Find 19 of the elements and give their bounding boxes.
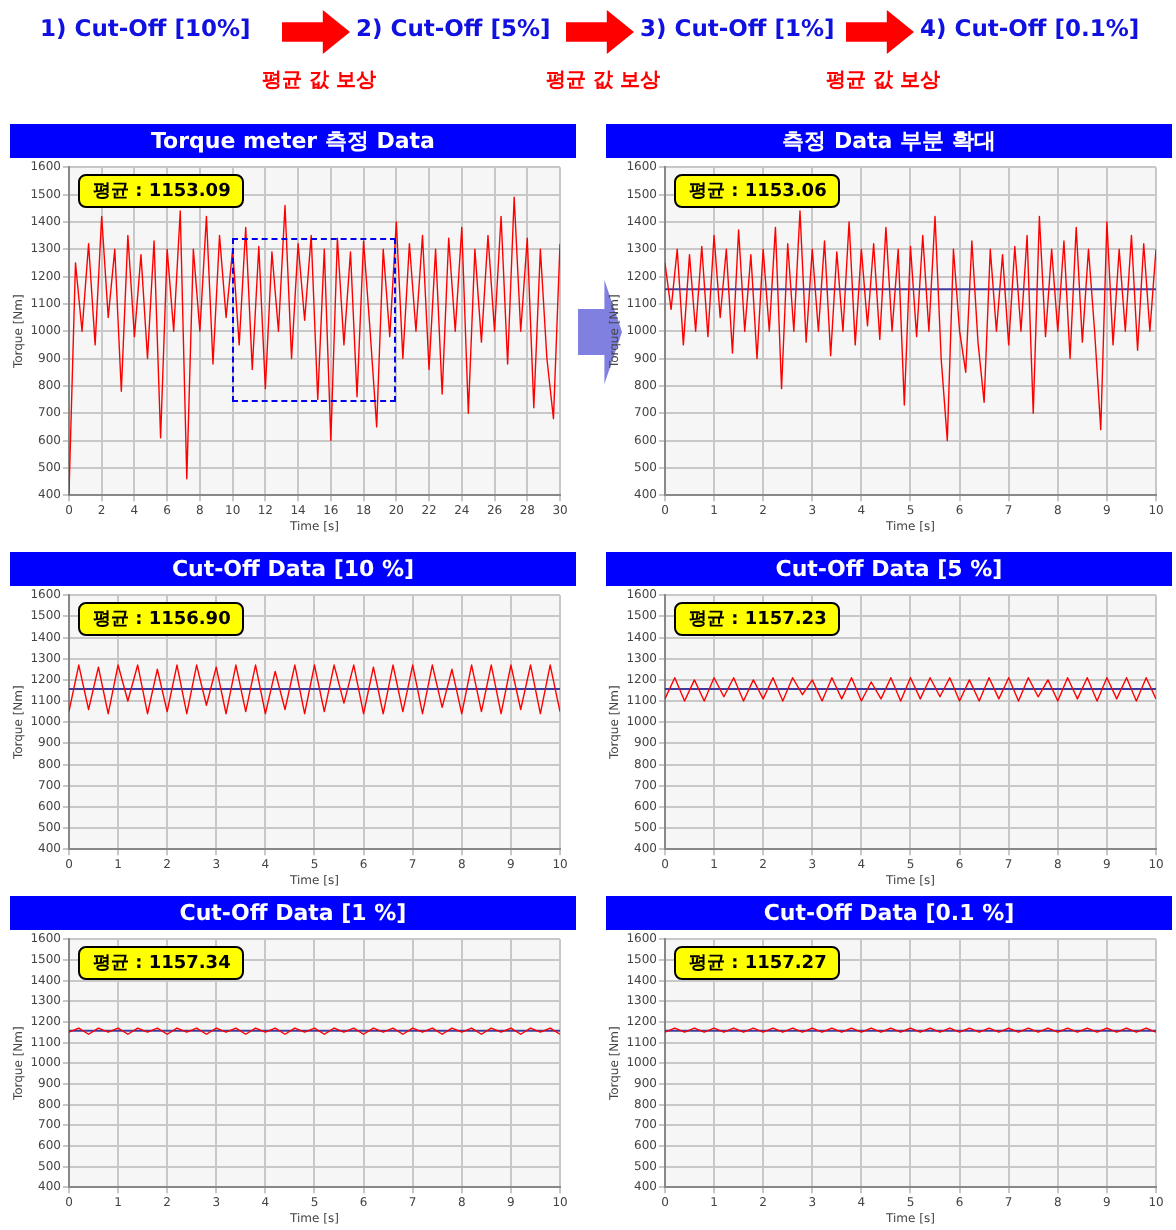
annotation: 평균 : 1157.23: [674, 601, 841, 636]
chart-title: 측정 Data 부분 확대: [606, 124, 1172, 158]
annotation: 평균 : 1153.09: [78, 173, 245, 208]
text: 1) Cut-Off [10%]: [40, 14, 251, 42]
chart-title: Torque meter 측정 Data: [10, 124, 576, 158]
chart-title: Cut-Off Data [0.1 %]: [606, 896, 1172, 930]
annotation: 평균 : 1153.06: [674, 173, 841, 208]
text: 4) Cut-Off [0.1%]: [920, 14, 1140, 42]
text: 2) Cut-Off [5%]: [356, 14, 551, 42]
annotation: 평균 : 1156.90: [78, 601, 245, 636]
text: 평균 값 보상: [546, 68, 660, 94]
annotation: 평균 : 1157.27: [674, 945, 841, 980]
text: 3) Cut-Off [1%]: [640, 14, 835, 42]
text: 평균 값 보상: [262, 68, 376, 94]
chart-title: Cut-Off Data [5 %]: [606, 552, 1172, 586]
chart-title: Cut-Off Data [10 %]: [10, 552, 576, 586]
text: 평균 값 보상: [826, 68, 940, 94]
chart-title: Cut-Off Data [1 %]: [10, 896, 576, 930]
annotation: 평균 : 1157.34: [78, 945, 245, 980]
